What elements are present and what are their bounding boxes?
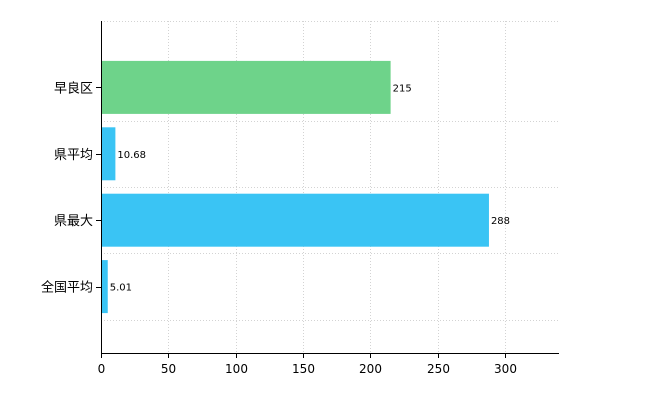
x-tick-label: 300 — [494, 362, 517, 376]
data-label: 10.68 — [117, 150, 146, 161]
data-label: 288 — [491, 216, 510, 227]
grid — [101, 21, 559, 353]
labels: 0 50 100 150 200 250 300 早良区 215 県平均 10.68 県最大 288 全国… — [41, 80, 517, 376]
bar — [102, 127, 116, 181]
category-label: 早良区 — [54, 80, 93, 96]
category-label: 県最大 — [54, 214, 93, 229]
bar — [102, 193, 489, 247]
bar — [102, 260, 108, 314]
category-label: 全国平均 — [41, 280, 93, 296]
x-tick-label: 100 — [225, 362, 248, 376]
data-label: 215 — [393, 83, 412, 94]
x-tick-label: 0 — [98, 362, 106, 376]
x-tick-label: 200 — [359, 362, 382, 376]
x-tick-label: 150 — [292, 362, 315, 376]
bars — [102, 60, 489, 314]
category-label: 県平均 — [54, 148, 93, 163]
bar — [102, 60, 391, 114]
x-tick-label: 250 — [427, 362, 450, 376]
x-tick-label: 50 — [161, 362, 176, 376]
data-label: 5.01 — [110, 283, 132, 294]
axes — [96, 21, 559, 358]
